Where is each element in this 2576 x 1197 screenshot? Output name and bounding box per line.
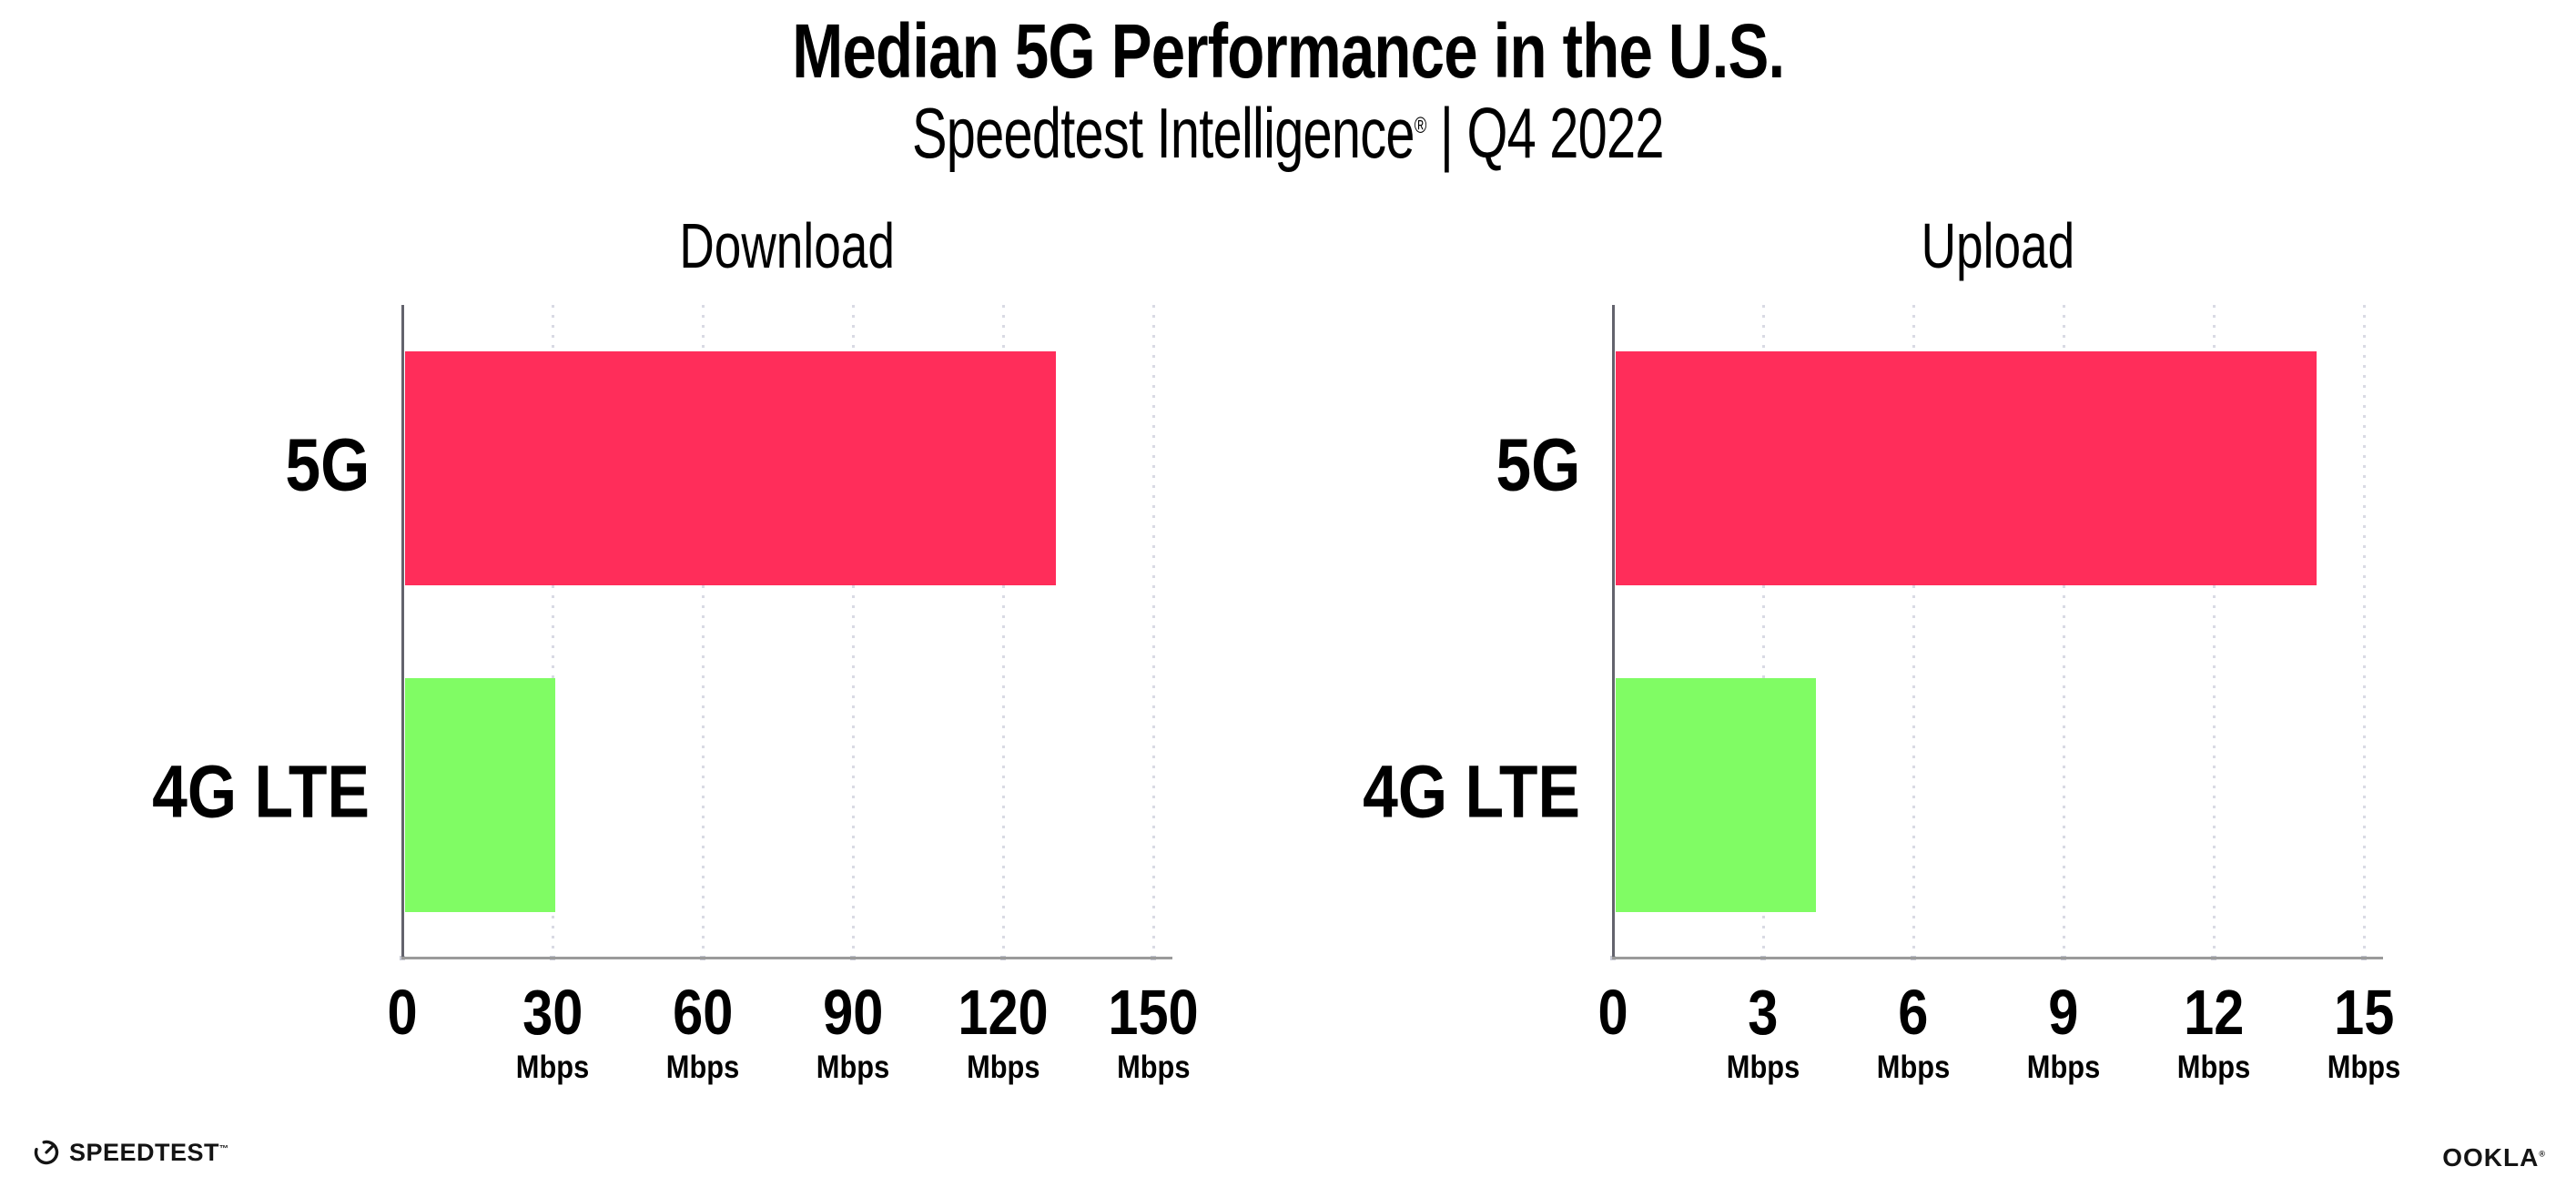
x-tick-unit: Mbps [2176, 1050, 2251, 1085]
x-axis-line [1612, 957, 2383, 959]
gridline-15 [2363, 305, 2366, 959]
category-label-5g: 5G [285, 423, 370, 507]
x-tick-value: 0 [1597, 977, 1628, 1048]
category-label-5g: 5G [1496, 423, 1580, 507]
x-tick-unit: Mbps [816, 1050, 890, 1085]
x-tick-value: 15 [2333, 977, 2395, 1048]
x-tick-label-150: 150 Mbps [1100, 980, 1207, 1083]
x-tick-label-6: 6 Mbps [1871, 980, 1954, 1083]
x-tick-label-0: 0 [1596, 980, 1631, 1044]
speedtest-wordmark: SPEEDTEST™ [69, 1138, 229, 1166]
gridline-9 [2063, 305, 2065, 959]
x-tick-unit: Mbps [1726, 1050, 1800, 1085]
x-tick-value: 6 [1898, 977, 1929, 1048]
x-tick-value: 9 [2048, 977, 2079, 1048]
gridline-60 [702, 305, 705, 959]
x-tick-label-15: 15 Mbps [2322, 980, 2405, 1083]
bar-5g [1616, 351, 2317, 585]
x-tick-label-3: 3 Mbps [1721, 980, 1804, 1083]
ookla-registered-sign: ® [2539, 1149, 2546, 1159]
download-chart-panel: Download 0 30 Mbps 60 Mbps 90 Mbps 120 Mbps 150 Mb… [152, 214, 1199, 1083]
speedtest-logo: SPEEDTEST™ [32, 1138, 229, 1167]
x-tick-unit: Mbps [1116, 1050, 1191, 1085]
page-subtitle: Speedtest Intelligence® | Q4 2022 [0, 93, 2576, 174]
x-tick-unit: Mbps [2327, 1050, 2401, 1085]
x-tick-label-0: 0 [385, 980, 421, 1044]
x-tick-unit: Mbps [1876, 1050, 1951, 1085]
x-tick-label-90: 90 Mbps [811, 980, 894, 1083]
chart-title-download: Download [679, 210, 896, 281]
y-axis-line [401, 305, 404, 959]
x-tick-unit: Mbps [2026, 1050, 2101, 1085]
registered-mark: ® [1414, 113, 1427, 139]
x-tick-unit: Mbps [966, 1050, 1040, 1085]
speedtest-gauge-icon [34, 1140, 59, 1165]
x-tick-value: 150 [1108, 977, 1199, 1048]
bar-5g [405, 351, 1056, 585]
page-title-text: Median 5G Performance in the U.S. [791, 8, 1785, 94]
gridline-12 [2213, 305, 2216, 959]
gridline-30 [552, 305, 554, 959]
chart-title-upload: Upload [1921, 210, 2075, 281]
x-tick-value: 120 [958, 977, 1049, 1048]
upload-plot-area: 0 3 Mbps 6 Mbps 9 Mbps 12 Mbps 15 Mbps 5G 4G LTE [1363, 305, 2400, 1083]
x-tick-value: 90 [822, 977, 884, 1048]
x-axis-line [401, 957, 1172, 959]
x-tick-label-120: 120 Mbps [950, 980, 1057, 1083]
bar-4g-lte [1616, 678, 1816, 912]
header: Median 5G Performance in the U.S. Speedt… [0, 11, 2576, 173]
x-tick-value: 12 [2183, 977, 2245, 1048]
x-tick-value: 0 [387, 977, 418, 1048]
x-tick-value: 30 [522, 977, 583, 1048]
category-label-4g-lte: 4G LTE [1363, 750, 1580, 834]
x-tick-unit: Mbps [515, 1050, 590, 1085]
x-tick-label-12: 12 Mbps [2172, 980, 2255, 1083]
x-tick-label-60: 60 Mbps [661, 980, 744, 1083]
page-title: Median 5G Performance in the U.S. [0, 11, 2576, 91]
x-tick-unit: Mbps [665, 1050, 740, 1085]
subtitle-period: | Q4 2022 [1425, 93, 1665, 174]
trademark-sign: ™ [219, 1143, 229, 1154]
gridline-6 [1912, 305, 1915, 959]
gridline-150 [1152, 305, 1155, 959]
x-tick-value: 3 [1748, 977, 1779, 1048]
download-plot-area: 0 30 Mbps 60 Mbps 90 Mbps 120 Mbps 150 Mbps 5G 4G LT… [152, 305, 1199, 1083]
bar-4g-lte [405, 678, 555, 912]
ookla-wordmark: OOKLA [2442, 1143, 2540, 1172]
x-tick-label-9: 9 Mbps [2022, 980, 2104, 1083]
x-tick-value: 60 [672, 977, 734, 1048]
y-axis-line [1612, 305, 1615, 959]
page-subtitle-text: Speedtest Intelligence® | Q4 2022 [912, 93, 1665, 174]
gridline-120 [1002, 305, 1005, 959]
category-label-4g-lte: 4G LTE [152, 750, 370, 834]
subtitle-brand: Speedtest Intelligence [912, 93, 1415, 174]
x-tick-label-30: 30 Mbps [511, 980, 593, 1083]
ookla-logo: OOKLA® [2442, 1143, 2546, 1172]
upload-chart-panel: Upload 0 3 Mbps 6 Mbps 9 Mbps 12 Mbps 15 Mbps 5G 4G … [1363, 214, 2400, 1083]
gridline-3 [1762, 305, 1765, 959]
gridline-90 [852, 305, 855, 959]
